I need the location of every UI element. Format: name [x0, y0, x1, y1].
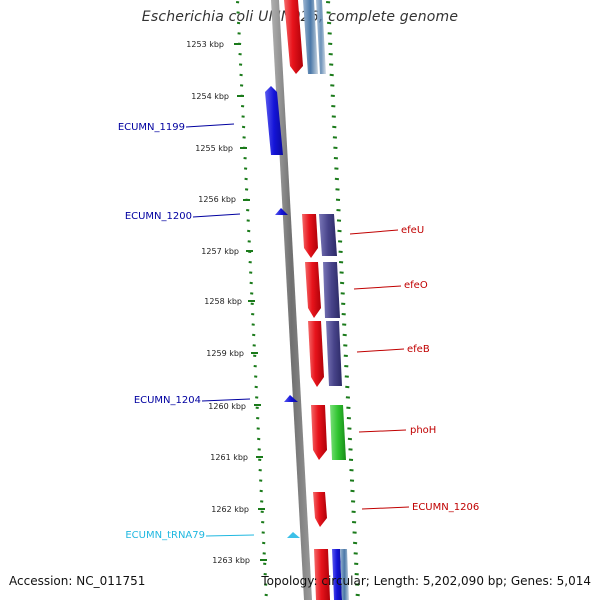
gene-efeU[interactable]: [302, 214, 318, 258]
label-ECUMN_1204[interactable]: ECUMN_1204: [134, 395, 201, 406]
leader-line-ECUMN_tRNA79: [205, 534, 255, 537]
leader-line-ECUMN_1199: [185, 123, 235, 128]
kbp-label-1261: 1261 kbp: [210, 453, 248, 462]
leader-line-ECUMN_1204: [201, 398, 251, 402]
gene-ECUMN_1199[interactable]: [265, 86, 283, 155]
partial-reverse-gene-bottom: [332, 549, 342, 600]
leader-line-phoH: [358, 429, 407, 433]
gene-phoH-track: [330, 405, 346, 460]
leader-line-efeO: [353, 285, 402, 290]
kbp-label-1253: 1253 kbp: [186, 40, 224, 49]
gene-phoH[interactable]: [311, 405, 327, 460]
partial-feature-top-2: [316, 0, 326, 74]
leader-line-efeB: [356, 348, 405, 353]
label-efeB[interactable]: efeB: [407, 344, 430, 355]
label-ECUMN_1199[interactable]: ECUMN_1199: [118, 122, 185, 133]
gene-efeO[interactable]: [305, 262, 321, 318]
map-title: Escherichia coli UMN026, complete genome: [141, 9, 459, 25]
kbp-label-1259: 1259 kbp: [206, 349, 244, 358]
kbp-label-1257: 1257 kbp: [201, 247, 239, 256]
gene-efeU-ncbi-track: [319, 214, 337, 256]
gene-ECUMN_1200[interactable]: [275, 208, 288, 215]
partial-forward-gene-bottom: [314, 549, 330, 600]
gene-efeO-ncbi-track: [323, 262, 340, 318]
leader-line-ECUMN_1206: [361, 506, 410, 510]
sequence-backbone: [271, 0, 312, 600]
partial-feature-top-1: [303, 0, 318, 74]
leader-line-ECUMN_1200: [192, 213, 241, 218]
kbp-label-1262: 1262 kbp: [211, 505, 249, 514]
label-ECUMN_1206[interactable]: ECUMN_1206: [412, 502, 479, 513]
gene-ECUMN_1206[interactable]: [313, 492, 327, 527]
kbp-label-1258: 1258 kbp: [204, 297, 242, 306]
label-efeO[interactable]: efeO: [404, 280, 428, 291]
kbp-label-1255: 1255 kbp: [195, 144, 233, 153]
accession-label: Accession: NC_011751: [9, 574, 146, 588]
label-ECUMN_1200[interactable]: ECUMN_1200: [125, 211, 192, 222]
gene-efeB[interactable]: [308, 321, 324, 387]
label-phoH[interactable]: phoH: [410, 425, 436, 436]
label-efeU[interactable]: efeU: [401, 225, 424, 236]
kbp-label-1260: 1260 kbp: [208, 402, 246, 411]
trna-ECUMN_tRNA79[interactable]: [287, 532, 300, 538]
partial-forward-gene-top: [284, 0, 303, 74]
tick-ring-right: [326, 1, 360, 597]
leader-line-efeU: [349, 229, 399, 235]
kbp-label-1256: 1256 kbp: [198, 195, 236, 204]
kbp-label-1263: 1263 kbp: [212, 556, 250, 565]
partial-feature-bottom: [340, 549, 349, 600]
kbp-scale: 1253 kbp 1254 kbp 1255 kbp 1256 kbp 1257…: [186, 40, 267, 565]
gene-efeB-ncbi-track: [326, 321, 342, 386]
gene-ECUMN_1204[interactable]: [284, 395, 298, 402]
kbp-label-1254: 1254 kbp: [191, 92, 229, 101]
label-ECUMN_tRNA79[interactable]: ECUMN_tRNA79: [125, 530, 205, 541]
genome-summary: Topology: circular; Length: 5,202,090 bp…: [261, 574, 591, 588]
